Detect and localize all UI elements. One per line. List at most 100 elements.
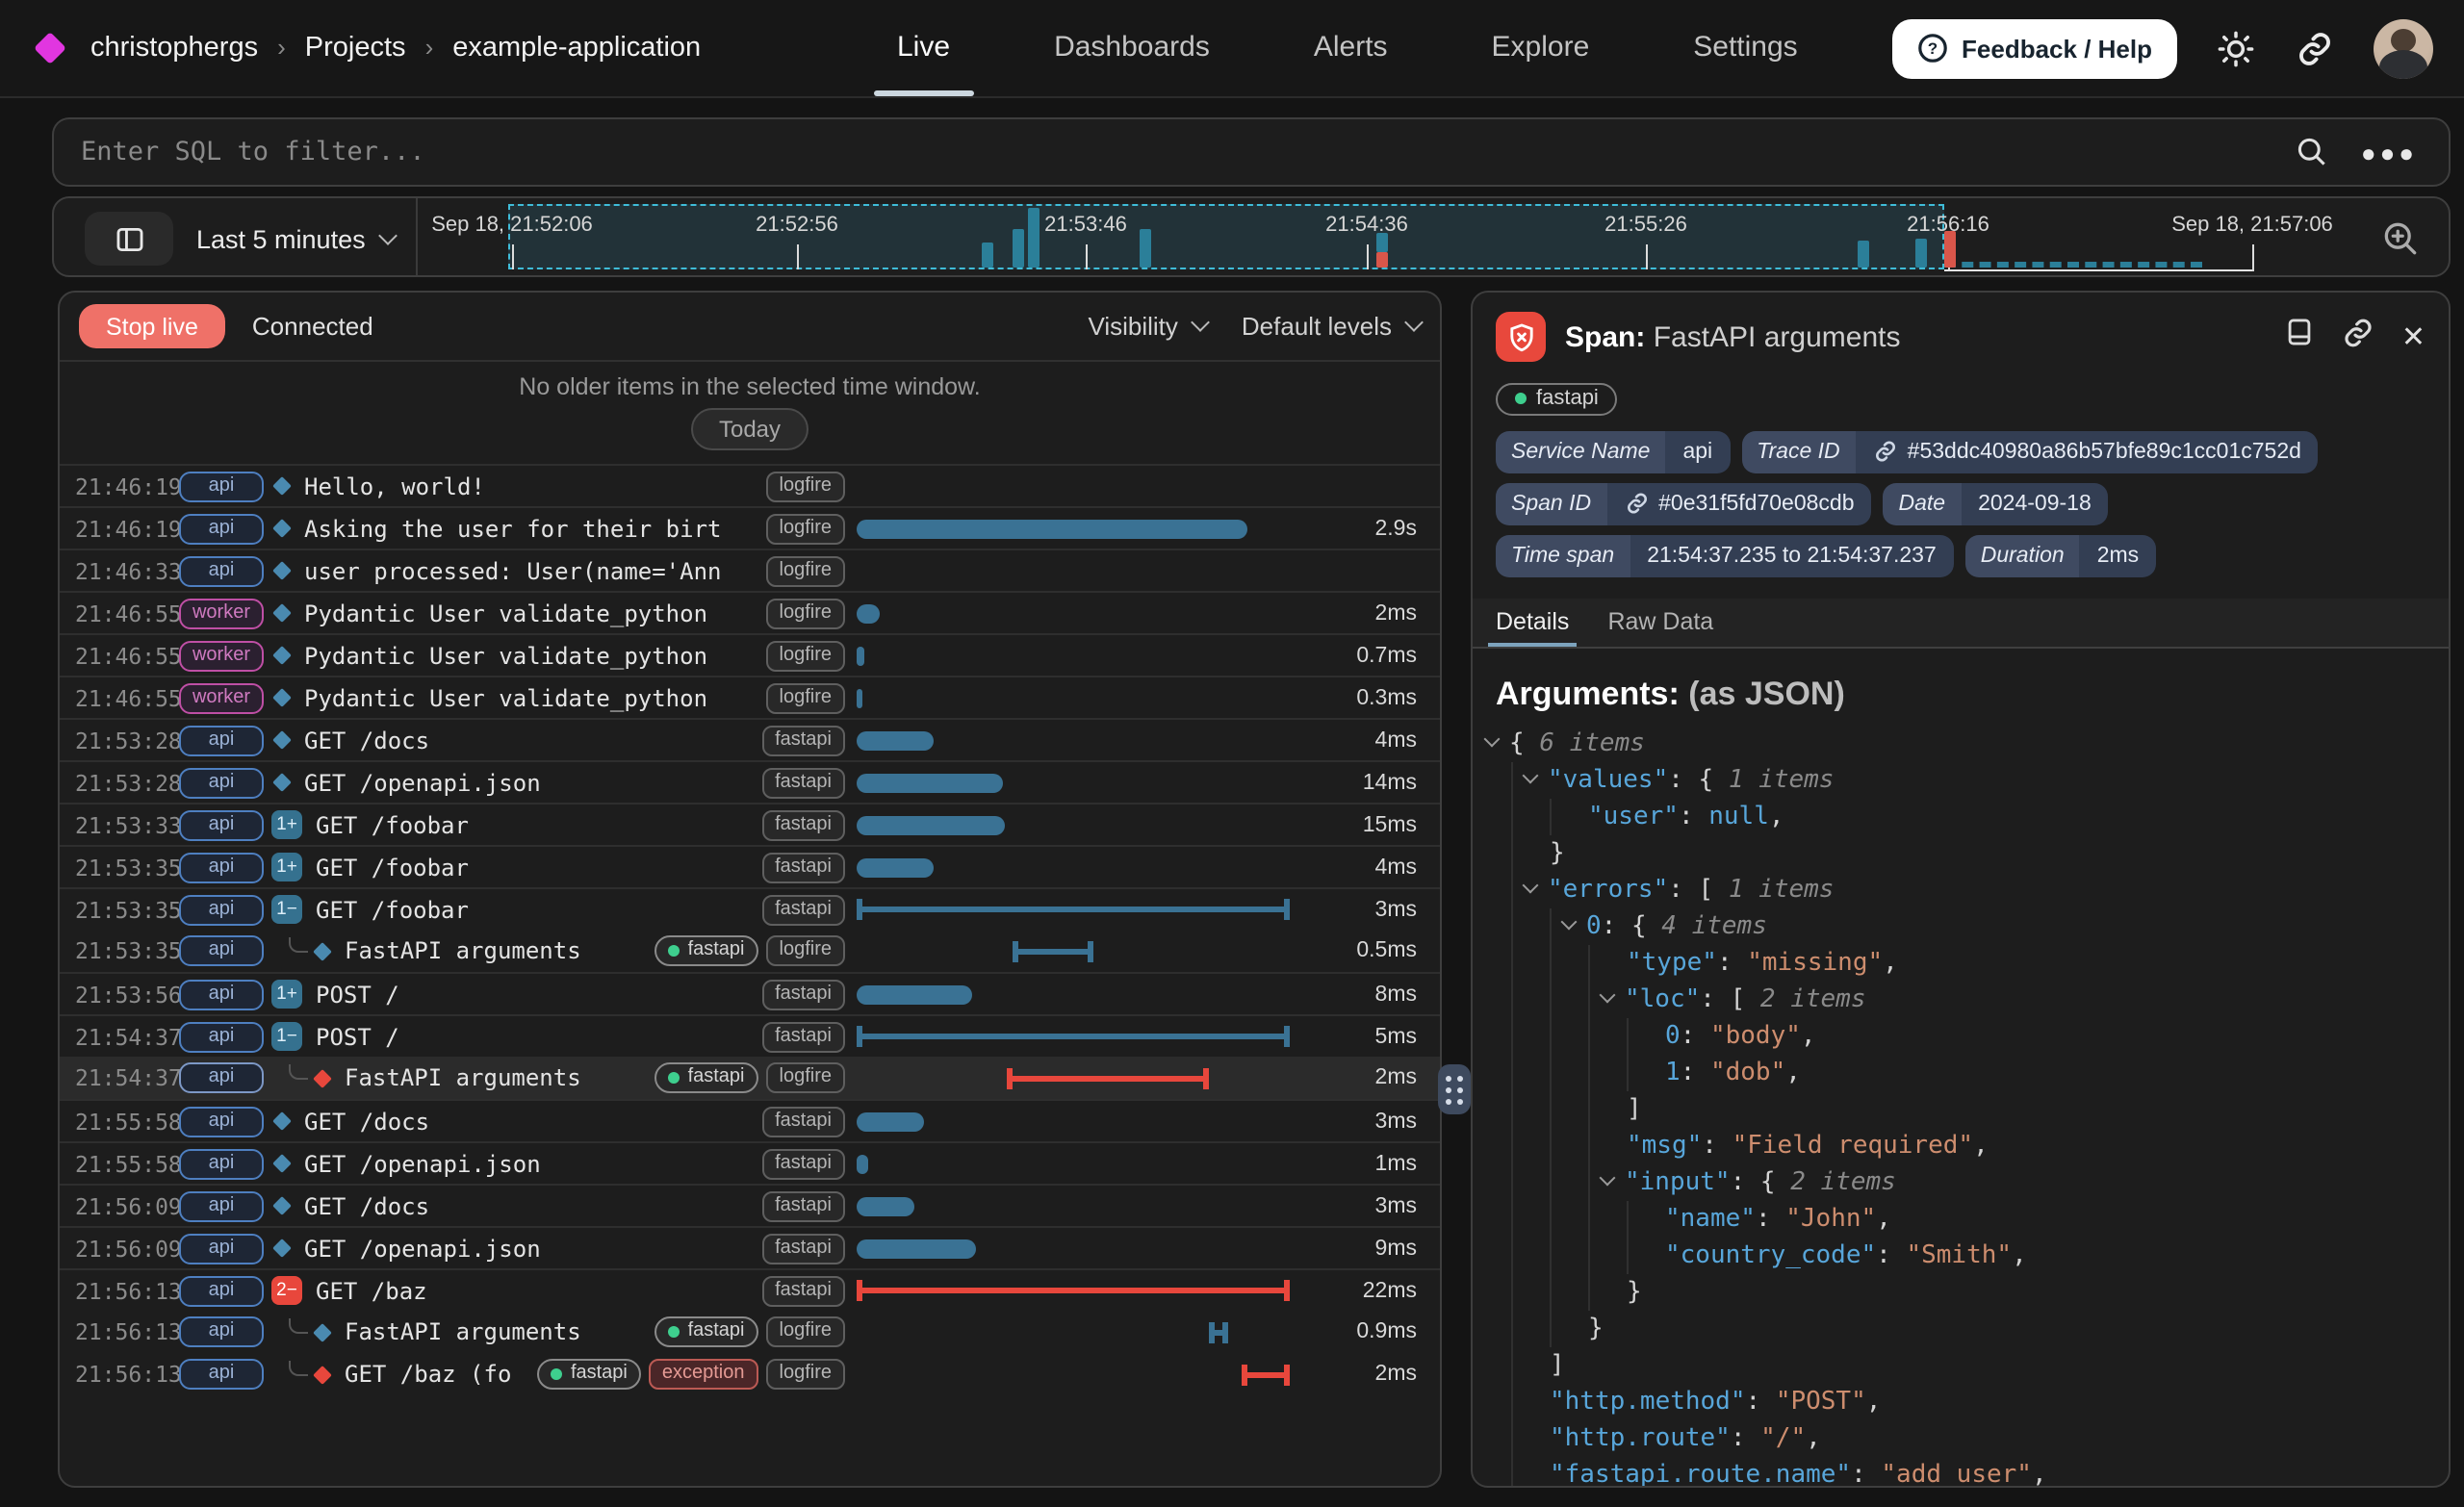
tag-fastapi[interactable]: fastapi xyxy=(761,1021,845,1052)
service-tag-api[interactable]: api xyxy=(179,935,264,966)
tag-fastapi[interactable]: fastapi xyxy=(761,852,845,882)
search-icon[interactable] xyxy=(2296,135,2330,169)
tag-logfire[interactable]: logfire xyxy=(765,555,845,586)
children-count-badge[interactable]: 1+ xyxy=(271,810,302,839)
tag-fastapi[interactable]: fastapi xyxy=(761,1190,845,1221)
tag-fastapi[interactable]: fastapi xyxy=(761,767,845,798)
tag-fastapi[interactable]: fastapi xyxy=(537,1359,641,1390)
service-tag-api[interactable]: api xyxy=(179,471,264,501)
today-button[interactable]: Today xyxy=(691,408,808,450)
trace-row[interactable]: 21:46:55 worker Pydantic User validate_pyt… xyxy=(60,633,1440,676)
default-levels-dropdown[interactable]: Default levels xyxy=(1242,312,1424,341)
tag-fastapi[interactable]: fastapi xyxy=(761,1233,845,1264)
tag-fastapi[interactable]: fastapi xyxy=(761,1148,845,1179)
service-tag-worker[interactable]: worker xyxy=(179,640,264,671)
tag-logfire[interactable]: logfire xyxy=(765,471,845,501)
service-tag-api[interactable]: api xyxy=(179,1021,264,1052)
tag-fastapi[interactable]: fastapi xyxy=(761,1275,845,1306)
trace-row[interactable]: 21:55:58 api GET /docs fastapi 3ms xyxy=(60,1099,1440,1141)
trace-row[interactable]: 21:56:13 api FastAPI arguments fastapi logfi… xyxy=(60,1311,1440,1353)
trace-row[interactable]: 21:56:13 api 2− GET /baz fastapi 22ms xyxy=(60,1268,1440,1311)
chip-span-id[interactable]: Span ID #0e31f5fd70e08cdb xyxy=(1496,482,1872,524)
tag-fastapi[interactable]: fastapi xyxy=(654,1062,758,1093)
trace-row[interactable]: 21:53:56 api 1+ POST / fastapi 8ms xyxy=(60,972,1440,1014)
timeline-axis[interactable]: Sep 18, 21:52:06 21:52:56 21:53:46 21:54:36… xyxy=(418,198,2343,275)
tab-explore[interactable]: Explore xyxy=(1491,31,1590,64)
trace-row[interactable]: 21:53:35 api 1− GET /foobar fastapi 3ms xyxy=(60,887,1440,930)
visibility-dropdown[interactable]: Visibility xyxy=(1088,312,1210,341)
tag-fastapi[interactable]: fastapi xyxy=(761,809,845,840)
tag-exception[interactable]: exception xyxy=(648,1359,758,1390)
breadcrumb-item[interactable]: Projects xyxy=(304,33,406,64)
user-avatar[interactable] xyxy=(2374,18,2433,78)
service-tag-worker[interactable]: worker xyxy=(179,682,264,713)
trace-row[interactable]: 21:53:35 api FastAPI arguments fastapi logfi… xyxy=(60,930,1440,972)
tag-fastapi[interactable]: fastapi xyxy=(761,1106,845,1137)
panel-resize-handle[interactable] xyxy=(1438,1064,1471,1114)
service-tag-api[interactable]: api xyxy=(179,809,264,840)
service-tag-api[interactable]: api xyxy=(179,1233,264,1264)
service-tag-api[interactable]: api xyxy=(179,1316,264,1347)
service-tag-worker[interactable]: worker xyxy=(179,598,264,628)
sql-filter-input[interactable]: Enter SQL to filter... ●●● xyxy=(52,117,2451,187)
service-tag-api[interactable]: api xyxy=(179,852,264,882)
breadcrumb-item[interactable]: example-application xyxy=(452,33,702,64)
trace-row[interactable]: 21:46:33 api user processed: User(name='An… xyxy=(60,549,1440,591)
children-count-badge[interactable]: 1− xyxy=(271,1022,302,1051)
trace-row[interactable]: 21:46:55 worker Pydantic User validate_pyt… xyxy=(60,591,1440,633)
tab-live[interactable]: Live xyxy=(870,0,977,96)
timeline-selection[interactable] xyxy=(508,204,1944,269)
tag-logfire[interactable]: logfire xyxy=(765,935,845,966)
chip-trace-id[interactable]: Trace ID #53ddc40980a86b57bfe89c1cc01c752… xyxy=(1741,430,2319,473)
service-tag-api[interactable]: api xyxy=(179,1148,264,1179)
tag-logfire[interactable]: logfire xyxy=(765,1359,845,1390)
service-tag-api[interactable]: api xyxy=(179,1062,264,1093)
tab-alerts[interactable]: Alerts xyxy=(1313,31,1388,64)
trace-row[interactable]: 21:53:33 api 1+ GET /foobar fastapi 15ms xyxy=(60,803,1440,845)
tag-fastapi[interactable]: fastapi xyxy=(761,894,845,925)
tag-logfire[interactable]: logfire xyxy=(765,598,845,628)
feedback-help-button[interactable]: ? Feedback / Help xyxy=(1892,18,2177,78)
tag-fastapi[interactable]: fastapi xyxy=(761,725,845,755)
tag-logfire[interactable]: logfire xyxy=(765,640,845,671)
tag-fastapi[interactable]: fastapi xyxy=(654,935,758,966)
tag-logfire[interactable]: logfire xyxy=(765,1062,845,1093)
trace-row[interactable]: 21:53:28 api GET /openapi.json fastapi 14ms xyxy=(60,760,1440,803)
service-tag-api[interactable]: api xyxy=(179,1106,264,1137)
tab-settings[interactable]: Settings xyxy=(1693,31,1798,64)
breadcrumb-item[interactable]: christophergs xyxy=(90,33,259,64)
trace-row[interactable]: 21:46:55 worker Pydantic User validate_pyt… xyxy=(60,676,1440,718)
tag-fastapi[interactable]: fastapi xyxy=(761,979,845,1009)
service-tag-api[interactable]: api xyxy=(179,725,264,755)
service-tag-api[interactable]: api xyxy=(179,513,264,544)
tab-dashboards[interactable]: Dashboards xyxy=(1054,31,1210,64)
share-link-icon[interactable] xyxy=(2295,28,2335,68)
trace-row[interactable]: 21:56:09 api GET /openapi.json fastapi 9ms xyxy=(60,1226,1440,1268)
stop-live-button[interactable]: Stop live xyxy=(79,304,225,348)
children-count-badge[interactable]: 2− xyxy=(271,1276,302,1305)
time-range-select[interactable]: Last 5 minutes xyxy=(196,198,398,279)
service-tag-api[interactable]: api xyxy=(179,1275,264,1306)
service-tag-api[interactable]: api xyxy=(179,1190,264,1221)
logfire-logo-icon[interactable] xyxy=(34,32,66,64)
service-tag-api[interactable]: api xyxy=(179,979,264,1009)
json-collapse-icon[interactable] xyxy=(1483,730,1501,748)
children-count-badge[interactable]: 1+ xyxy=(271,980,302,1009)
trace-row[interactable]: 21:56:09 api GET /docs fastapi 3ms xyxy=(60,1184,1440,1226)
service-tag-api[interactable]: api xyxy=(179,1359,264,1390)
filter-more-icon[interactable]: ●●● xyxy=(2360,138,2418,166)
zoom-in-icon[interactable] xyxy=(2379,217,2422,269)
children-count-badge[interactable]: 1+ xyxy=(271,853,302,881)
trace-row[interactable]: 21:54:37 api 1− POST / fastapi 5ms xyxy=(60,1014,1440,1057)
service-tag-api[interactable]: api xyxy=(179,555,264,586)
tag-logfire[interactable]: logfire xyxy=(765,1316,845,1347)
theme-toggle-icon[interactable] xyxy=(2216,28,2256,68)
trace-row[interactable]: 21:53:28 api GET /docs fastapi 4ms xyxy=(60,718,1440,760)
sidebar-toggle-button[interactable] xyxy=(85,212,173,266)
tag-fastapi[interactable]: fastapi xyxy=(654,1316,758,1347)
trace-row[interactable]: 21:46:19 api Asking the user for their bir… xyxy=(60,506,1440,549)
service-tag-api[interactable]: api xyxy=(179,767,264,798)
service-tag-api[interactable]: api xyxy=(179,894,264,925)
copy-link-icon[interactable] xyxy=(2342,315,2376,359)
tag-logfire[interactable]: logfire xyxy=(765,682,845,713)
